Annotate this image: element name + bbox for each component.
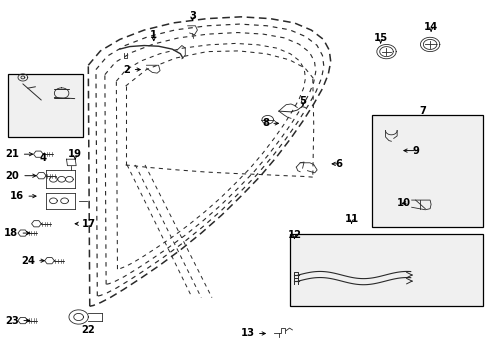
Text: 21: 21 bbox=[5, 149, 19, 159]
Text: 14: 14 bbox=[423, 22, 437, 32]
Text: 4: 4 bbox=[40, 153, 47, 163]
Text: 13: 13 bbox=[240, 328, 254, 338]
Bar bbox=[289, 234, 483, 306]
Text: 17: 17 bbox=[82, 219, 96, 229]
Text: 16: 16 bbox=[10, 191, 24, 201]
Text: 8: 8 bbox=[262, 118, 268, 128]
Text: 22: 22 bbox=[81, 325, 95, 335]
Text: 3: 3 bbox=[189, 11, 196, 21]
Text: 2: 2 bbox=[123, 64, 130, 75]
Bar bbox=[8, 74, 83, 137]
Text: 12: 12 bbox=[287, 230, 301, 239]
Text: 23: 23 bbox=[5, 316, 19, 325]
Text: 7: 7 bbox=[419, 106, 426, 116]
Text: 15: 15 bbox=[373, 33, 387, 43]
Text: 1: 1 bbox=[150, 30, 157, 40]
Text: 18: 18 bbox=[4, 228, 18, 238]
Bar bbox=[371, 116, 483, 226]
Text: 19: 19 bbox=[68, 149, 82, 159]
Text: 9: 9 bbox=[412, 145, 419, 156]
Text: 11: 11 bbox=[344, 214, 358, 224]
Text: 5: 5 bbox=[299, 96, 306, 106]
Text: 20: 20 bbox=[5, 171, 19, 181]
Text: 24: 24 bbox=[21, 256, 35, 266]
Text: 6: 6 bbox=[334, 159, 341, 169]
Text: 10: 10 bbox=[396, 198, 410, 208]
